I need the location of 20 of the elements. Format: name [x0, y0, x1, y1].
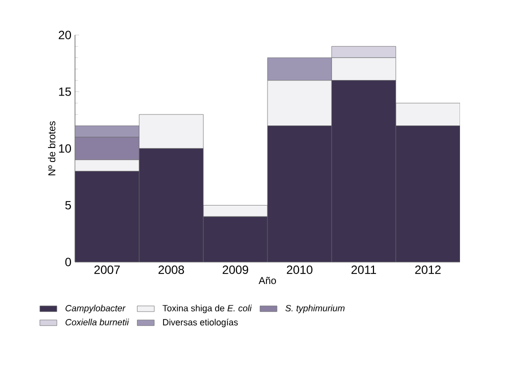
y-tick-label: 10 [59, 144, 72, 153]
y-tick-label: 0 [65, 258, 72, 266]
x-axis-title: Año [258, 276, 276, 284]
bar [75, 126, 140, 138]
legend-label: Campylobacter [66, 304, 126, 314]
y-tick-label: 20 [58, 30, 72, 40]
legend-label: Toxina shiga de E. coli [162, 304, 252, 314]
y-tick-label: 15 [59, 88, 71, 96]
bar [267, 58, 332, 81]
legend-label: Coxiella burnetii [66, 318, 130, 326]
x-tick-label: 2008 [158, 266, 184, 274]
x-tick-label: 2012 [415, 266, 441, 274]
y-tick-label: 5 [65, 201, 71, 210]
legend-label: S. typhimurium [285, 304, 345, 314]
x-tick-label: 2010 [286, 266, 312, 274]
x-tick-label: 2011 [351, 266, 376, 274]
legend-label: Diversas etiologías [163, 318, 238, 328]
x-tick-label: 2009 [222, 266, 248, 274]
y-axis-title: Nº de brotes [48, 121, 56, 176]
x-tick-label: 2007 [94, 266, 120, 274]
